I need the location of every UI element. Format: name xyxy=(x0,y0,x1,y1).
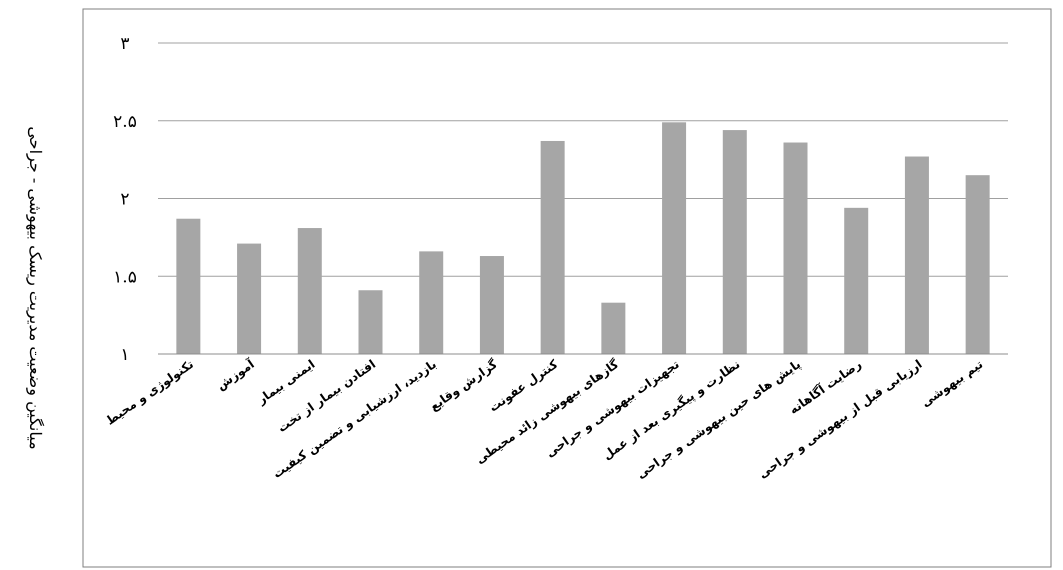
bar xyxy=(904,156,929,354)
y-tick-labels: ۱ ۱.۵ ۲ ۲.۵ ۳ xyxy=(113,34,137,365)
bar xyxy=(358,290,383,354)
bar xyxy=(601,302,626,354)
bar xyxy=(783,142,808,354)
x-tick-label: آموزش xyxy=(213,356,258,394)
y-tick-label: ۱ xyxy=(120,345,129,365)
x-tick-label: افتادن بیمار از تخت xyxy=(275,357,378,435)
y-axis-label: میانگین وضعیت مدیریت ریسک بیهوشی - جراحی xyxy=(26,126,45,449)
x-tick-label: تیم بیهوشی xyxy=(919,357,986,410)
bar xyxy=(237,243,262,354)
y-tick-label: ۲.۵ xyxy=(113,112,137,132)
bar xyxy=(419,251,444,354)
bar xyxy=(722,130,747,354)
y-tick-label: ۲ xyxy=(120,190,129,210)
y-tick-label: ۳ xyxy=(120,34,129,54)
bar xyxy=(479,256,504,354)
bar xyxy=(965,175,990,354)
bars xyxy=(176,122,990,355)
x-tick-label: تکنولوژی و محیط xyxy=(103,357,196,429)
bar xyxy=(297,228,322,354)
gridlines xyxy=(158,42,1008,277)
chart-area-border xyxy=(82,8,1052,568)
bar xyxy=(176,218,201,354)
bar xyxy=(540,140,565,354)
y-tick-label: ۱.۵ xyxy=(113,267,137,287)
bar xyxy=(662,122,687,355)
bar xyxy=(844,207,869,354)
